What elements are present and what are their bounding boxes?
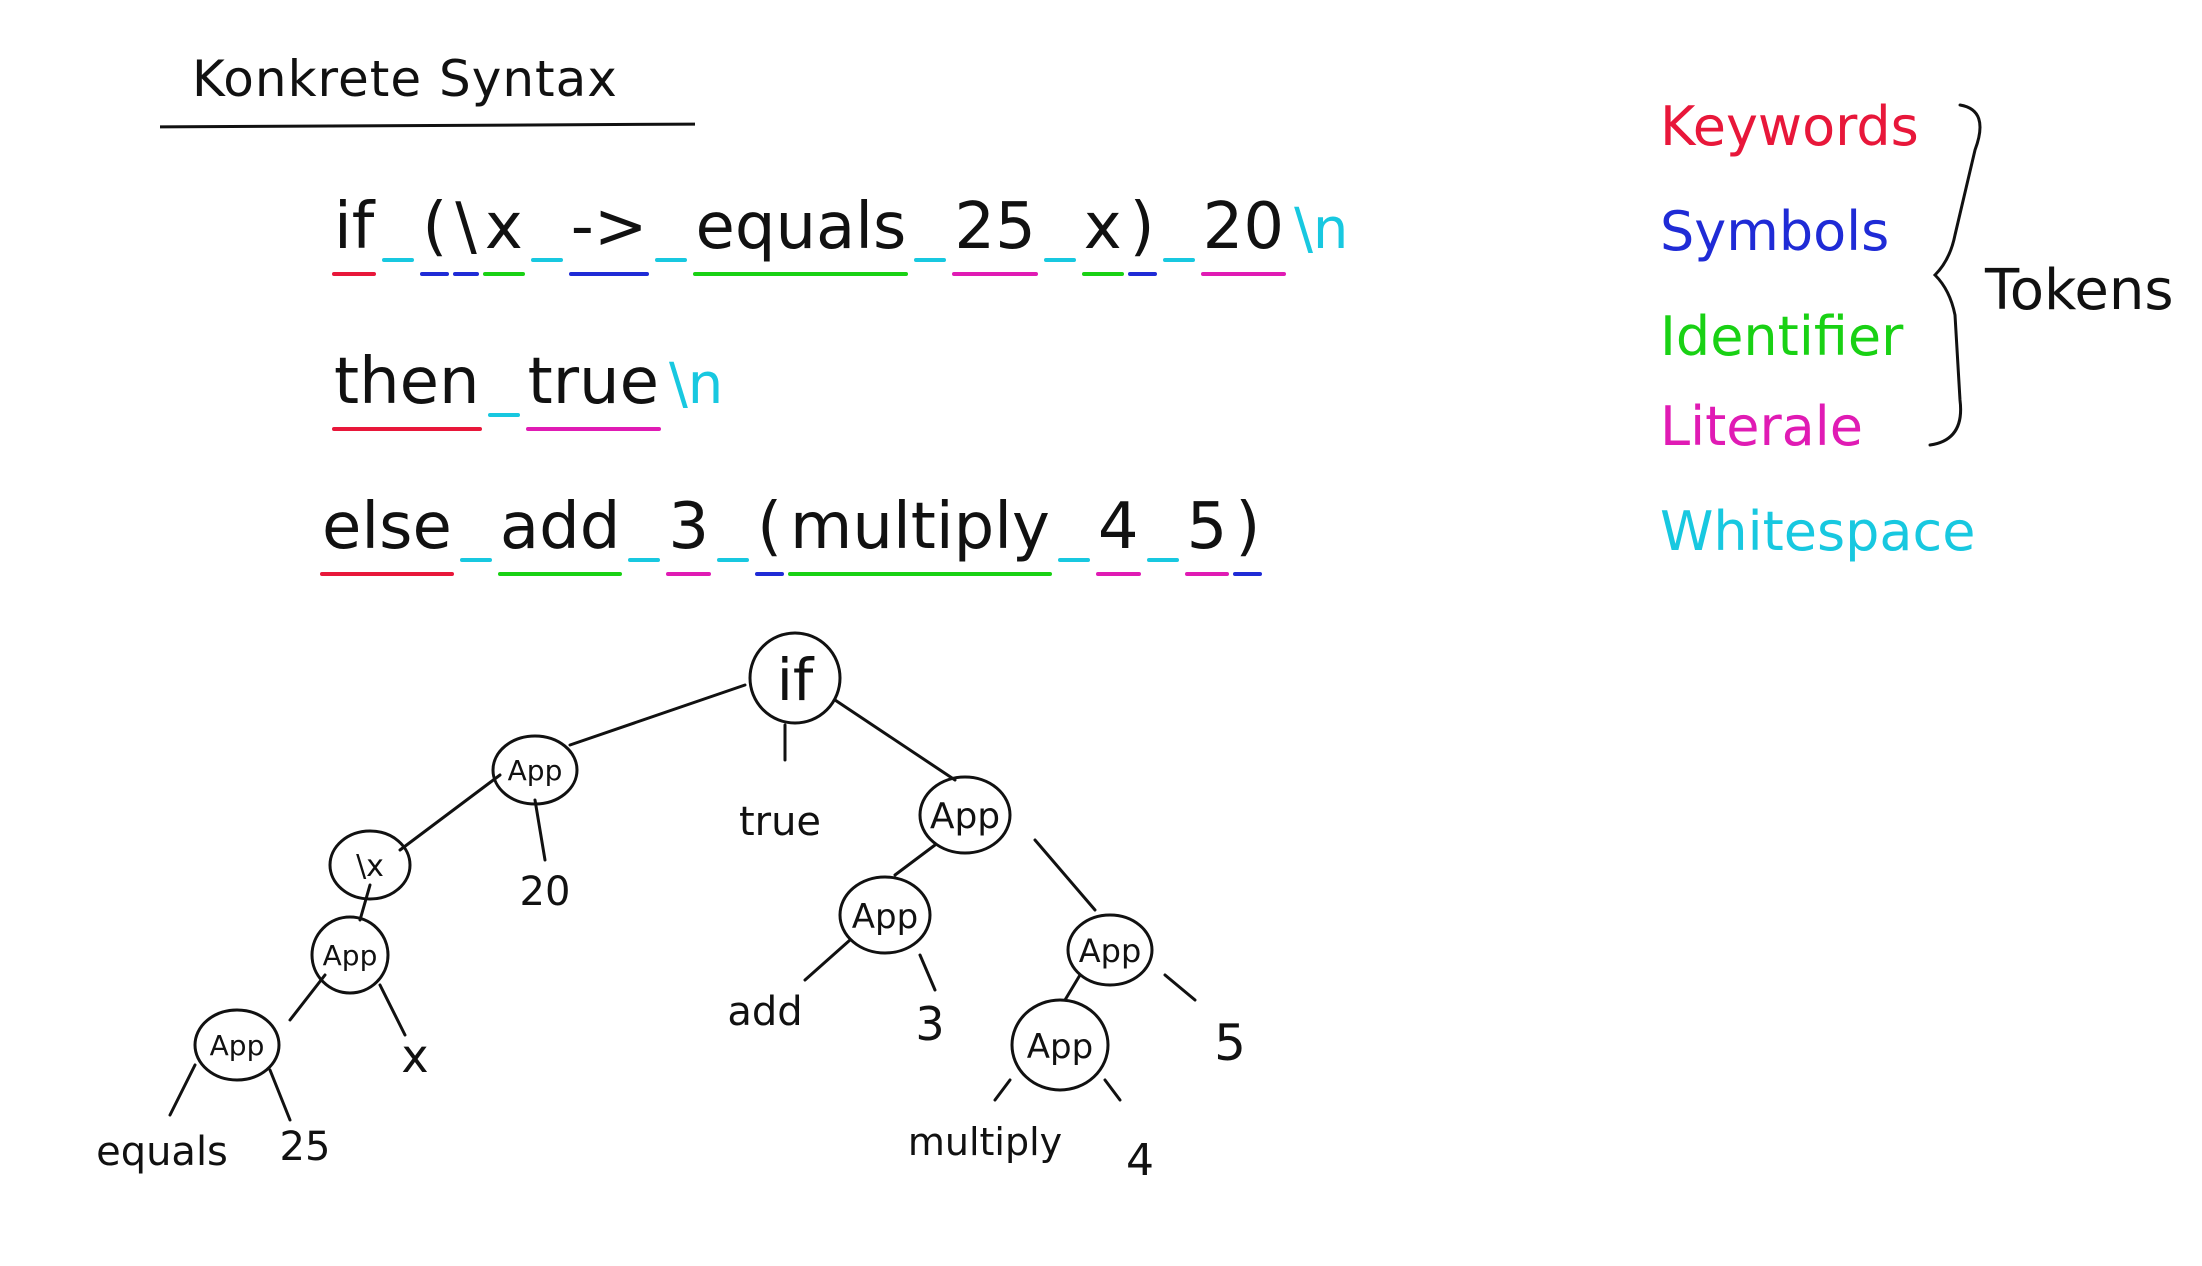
node-app-lambda-body xyxy=(310,915,390,995)
symbol-token: \ xyxy=(451,190,481,276)
literal-token: 25 xyxy=(950,190,1039,276)
literal-token: 20 xyxy=(1199,190,1288,276)
node-app-equals xyxy=(193,1008,281,1082)
node-app-mul-outer-label: App xyxy=(1079,932,1142,970)
node-lambda-label: \x xyxy=(356,849,384,884)
keyword-token: if xyxy=(330,190,378,276)
leaf-3: 3 xyxy=(915,997,944,1051)
node-app-add xyxy=(838,875,932,955)
tokens-brace xyxy=(1928,103,1982,447)
node-app-mul-label: App xyxy=(1027,1027,1093,1067)
symbol-token: -> xyxy=(567,190,652,276)
leaf-4: 4 xyxy=(1126,1135,1154,1186)
tree-edges xyxy=(168,683,1197,1122)
node-app-add-label: App xyxy=(852,897,918,937)
whitespace-token xyxy=(910,247,950,262)
leaf-25: 25 xyxy=(280,1124,331,1170)
identifier-token: multiply xyxy=(786,490,1054,576)
whitespace-token xyxy=(378,247,418,262)
leaf-equals: equals xyxy=(96,1129,228,1175)
symbol-token: ( xyxy=(418,190,451,276)
whitespace-token xyxy=(713,547,753,562)
literal-token: 5 xyxy=(1183,490,1232,576)
symbol-token: ( xyxy=(753,490,786,576)
node-app-equals-label: App xyxy=(210,1029,265,1062)
literal-token: 4 xyxy=(1094,490,1143,576)
identifier-token: x xyxy=(481,190,527,276)
legend-symbols: Symbols xyxy=(1660,200,1890,263)
newline-token: \n xyxy=(1294,197,1349,262)
node-app-right xyxy=(918,775,1012,855)
whitespace-token xyxy=(1143,547,1183,562)
whitespace-token xyxy=(456,547,496,562)
whitespace-token xyxy=(651,247,691,262)
whitespace-token xyxy=(484,402,524,417)
newline-token: \n xyxy=(668,352,724,417)
symbol-token: ) xyxy=(1231,490,1264,576)
whitespace-token xyxy=(1040,247,1080,262)
node-if-label: if xyxy=(777,646,815,714)
node-app-left xyxy=(491,734,579,806)
page-title: Konkrete Syntax xyxy=(192,50,618,108)
node-app-right-label: App xyxy=(930,796,1000,837)
keyword-token: then xyxy=(330,345,484,431)
literal-token: 3 xyxy=(664,490,713,576)
leaf-multiply: multiply xyxy=(908,1120,1062,1164)
leaf-5: 5 xyxy=(1214,1014,1246,1072)
legend-literale: Literale xyxy=(1660,395,1864,458)
node-if xyxy=(748,631,842,725)
keyword-token: else xyxy=(318,490,456,576)
node-app-lambda-body-label: App xyxy=(323,939,378,972)
identifier-token: add xyxy=(496,490,624,576)
code-line-2: then true \n xyxy=(330,345,724,431)
leaf-add: add xyxy=(727,989,802,1035)
leaf-20: 20 xyxy=(520,869,571,915)
symbol-token: ) xyxy=(1126,190,1159,276)
legend-identifier: Identifier xyxy=(1660,305,1904,368)
leaf-true: true xyxy=(739,799,821,845)
whitespace-token xyxy=(1159,247,1199,262)
whitespace-token xyxy=(1054,547,1094,562)
code-line-3: else add 3 (multiply 4 5) xyxy=(318,490,1264,576)
legend-whitespace: Whitespace xyxy=(1660,500,1976,563)
node-app-left-label: App xyxy=(508,754,563,787)
whitespace-token xyxy=(624,547,664,562)
identifier-token: x xyxy=(1080,190,1126,276)
node-app-mul-outer xyxy=(1066,913,1154,987)
leaf-x: x xyxy=(401,1029,428,1083)
legend-keywords: Keywords xyxy=(1660,95,1919,158)
node-app-mul xyxy=(1010,998,1110,1092)
tokens-label: Tokens xyxy=(1985,258,2174,323)
code-line-1: if(\ x -> equals 25 x) 20 \n xyxy=(330,190,1349,276)
node-lambda xyxy=(328,829,412,901)
whitespace-token xyxy=(527,247,567,262)
tree-nodes xyxy=(193,631,1154,1092)
identifier-token: equals xyxy=(691,190,910,276)
literal-token: true xyxy=(524,345,663,431)
